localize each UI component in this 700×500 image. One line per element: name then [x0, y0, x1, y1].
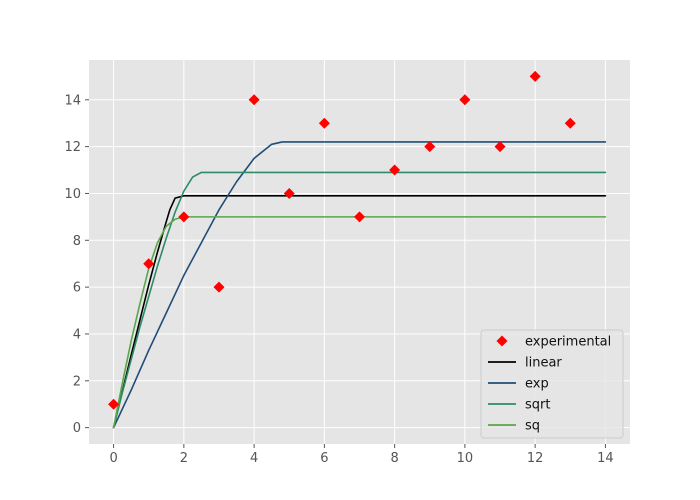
- y-tick-label-7: 14: [64, 93, 81, 108]
- scatter-point-6: [318, 117, 330, 129]
- scatter-point-12: [529, 70, 541, 82]
- x-tick-label-2: 4: [250, 451, 258, 466]
- x-tick-label-0: 0: [109, 451, 117, 466]
- scatter-point-1: [143, 258, 155, 270]
- y-tick-label-6: 12: [64, 140, 81, 155]
- x-tick-label-3: 6: [320, 451, 328, 466]
- x-tick-label-1: 2: [180, 451, 188, 466]
- scatter-point-7: [354, 211, 365, 223]
- scatter-point-5: [283, 187, 295, 199]
- scatter-point-11: [494, 141, 506, 153]
- legend-label-linear: linear: [525, 356, 562, 371]
- scatter-point-9: [424, 141, 436, 153]
- legend: experimental linear exp sqrt sq: [480, 329, 624, 439]
- series-line-sq: [112, 216, 607, 429]
- x-tick-label-7: 14: [597, 451, 614, 466]
- scatter-point-0: [108, 398, 120, 410]
- y-tick-label-5: 10: [64, 187, 81, 202]
- y-tick-label-2: 4: [73, 327, 81, 342]
- legend-label-exp: exp: [525, 377, 549, 392]
- series-line-sqrt: [112, 171, 607, 429]
- scatter-point-13: [564, 117, 576, 129]
- series-lines: [112, 141, 607, 429]
- legend-label-sqrt: sqrt: [525, 398, 550, 413]
- series-line-exp: [112, 141, 607, 429]
- scatter-point-2: [178, 211, 190, 223]
- legend-frame: [480, 329, 624, 439]
- y-tick-label-0: 0: [73, 421, 81, 436]
- legend-marker-experimental: [496, 335, 508, 347]
- legend-label-sq: sq: [525, 419, 540, 434]
- x-axis-ticks: 0 2 4 6 8 10 12 14: [109, 444, 614, 466]
- x-tick-label-6: 12: [527, 451, 544, 466]
- x-tick-label-4: 8: [390, 451, 398, 466]
- scatter-points: [108, 70, 576, 410]
- series-line-linear: [112, 195, 607, 429]
- y-tick-label-3: 6: [73, 281, 81, 296]
- y-tick-label-1: 2: [73, 374, 81, 389]
- x-tick-label-5: 10: [457, 451, 474, 466]
- scatter-point-8: [389, 164, 401, 176]
- scatter-point-3: [213, 281, 225, 293]
- legend-label-experimental: experimental: [525, 335, 611, 350]
- y-axis-ticks: 0 2 4 6 8 10 12 14: [64, 93, 89, 436]
- scatter-point-10: [459, 94, 471, 106]
- y-tick-label-4: 8: [73, 234, 81, 249]
- scatter-point-4: [248, 94, 260, 106]
